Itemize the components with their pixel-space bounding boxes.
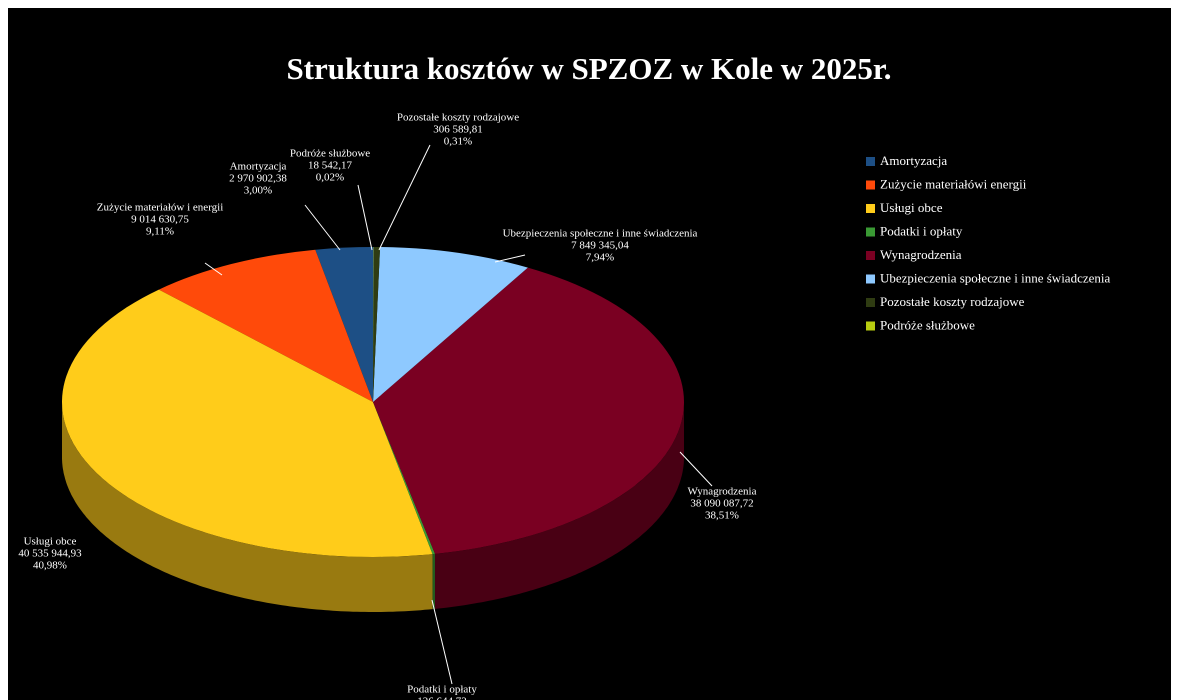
leader-line (679, 451, 713, 487)
label-value: 18 542,17 (308, 160, 353, 172)
leader-line (204, 262, 223, 276)
legend-swatch (866, 157, 875, 166)
legend-label: Amortyzacja (880, 153, 947, 168)
legend-swatch (866, 321, 875, 331)
label-value: 126 644,72 (417, 696, 467, 700)
pie-side (62, 403, 433, 612)
label-percent: 0,31% (444, 136, 472, 148)
label-name: Wynagrodzenia (688, 486, 757, 498)
legend-label: Podatki i opłaty (880, 223, 963, 238)
label-percent: 0,02% (316, 172, 344, 184)
leader-line (378, 144, 431, 251)
label-percent: 40,98% (33, 560, 67, 572)
label-value: 40 535 944,93 (18, 548, 82, 560)
label-name: Ubezpieczenia społeczne i inne świadczen… (503, 228, 698, 240)
leader-line (357, 184, 373, 251)
pie-slice (158, 249, 373, 402)
pie-sides (62, 402, 684, 612)
leader-line (431, 599, 453, 685)
legend-swatch (866, 180, 875, 190)
pie-side (435, 402, 684, 609)
pie-slice (373, 247, 381, 402)
label-percent: 3,00% (244, 185, 272, 197)
label-name: Podatki i opłaty (407, 684, 477, 696)
label-name: Zużycie materiałów i energii (97, 202, 224, 214)
pie-slice (373, 402, 436, 555)
legend-swatch (866, 251, 875, 260)
pie-slice (373, 247, 374, 402)
label-name: Usługi obce (24, 536, 77, 548)
label-name: Amortyzacja (230, 161, 287, 173)
pie-side (432, 553, 435, 610)
legend-label: Usługi obce (880, 200, 943, 215)
label-percent: 9,11% (146, 226, 174, 238)
pie-slice (373, 267, 685, 554)
legend-label: Wynagrodzenia (880, 247, 962, 262)
label-name: Podróże służbowe (290, 148, 370, 160)
label-value: 38 090 087,72 (690, 498, 753, 510)
legend-label: Pozostałe koszty rodzajowe (880, 294, 1025, 309)
label-value: 7 849 345,04 (571, 240, 629, 252)
label-percent: 7,94% (586, 252, 614, 264)
pie-slice (62, 289, 433, 557)
label-value: 9 014 630,75 (131, 214, 189, 226)
legend-swatch (866, 298, 875, 307)
legend: Amortyzacja Zużycie materiałówi energii Us… (866, 153, 1110, 332)
chart-title: Struktura kosztów w SPZOZ w Kole w 2025r… (286, 51, 891, 86)
pie-top (62, 247, 685, 557)
legend-label: Zużycie materiałówi energii (880, 176, 1027, 191)
label-value: 306 589,81 (433, 124, 483, 136)
label-name: Pozostałe koszty rodzajowe (397, 112, 519, 124)
legend-label: Podróże służbowe (880, 317, 975, 332)
leader-line (494, 254, 526, 263)
legend-swatch (866, 227, 875, 237)
pie-slice (373, 247, 528, 402)
leader-line (304, 204, 341, 251)
pie-slice (315, 247, 374, 402)
label-percent: 38,51% (705, 510, 739, 522)
label-value: 2 970 902,38 (229, 173, 287, 185)
legend-swatch (866, 204, 875, 213)
legend-swatch (866, 274, 875, 284)
legend-label: Ubezpieczenia społeczne i inne świadczen… (880, 270, 1110, 285)
